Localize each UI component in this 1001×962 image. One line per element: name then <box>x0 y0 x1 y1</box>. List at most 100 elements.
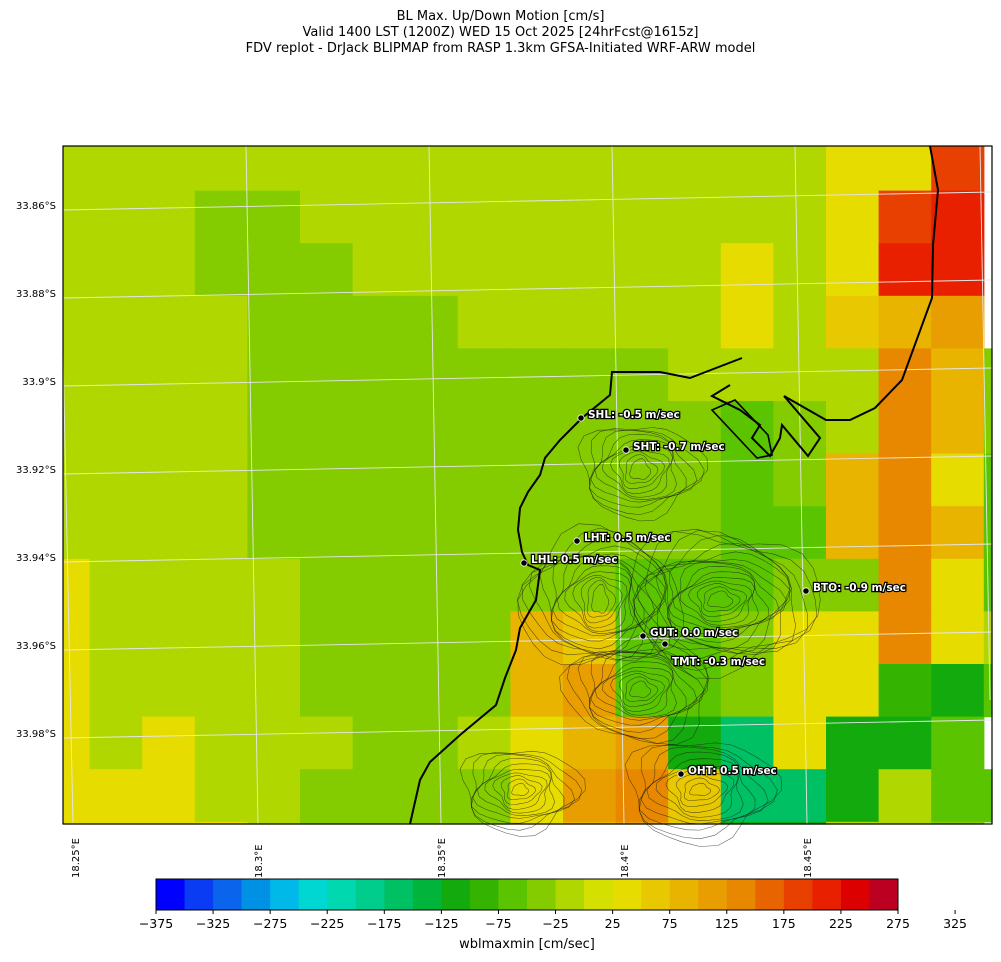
colorbar-tick-label: 125 <box>714 916 739 931</box>
colorbar-tick-label: 75 <box>661 916 678 931</box>
grid-cell <box>931 146 985 192</box>
grid-cell <box>773 146 827 192</box>
contour-line <box>587 579 616 618</box>
grid-cell <box>983 611 993 665</box>
grid-cell <box>668 506 722 560</box>
colorbar-label: wblmaxmin [cm/sec] <box>459 937 595 952</box>
grid-cell <box>878 716 932 770</box>
grid-cell <box>63 453 91 507</box>
grid-cell <box>89 769 143 823</box>
grid-cell <box>931 348 985 402</box>
contour-line <box>629 680 652 698</box>
grid-cell <box>878 243 932 297</box>
grid-cell <box>878 611 932 665</box>
station-markers: SHL: -0.5 m/sec SHT: -0.7 m/sec LHT: 0.5 m… <box>520 408 907 778</box>
grid-cell <box>615 243 669 297</box>
grid-cell <box>720 348 774 402</box>
grid-cell <box>142 506 196 560</box>
grid-cell <box>63 664 91 718</box>
grid-cell <box>194 146 248 192</box>
terrain-contours <box>459 427 821 847</box>
grid-cell <box>826 295 880 349</box>
contour-line <box>507 778 536 800</box>
grid-cell <box>983 401 993 455</box>
colorbar-swatch <box>213 879 243 910</box>
grid-cell <box>352 558 406 612</box>
station-label: OHT: 0.5 m/sec <box>688 765 777 777</box>
grid-cell <box>89 453 143 507</box>
contour-line <box>521 536 667 662</box>
colorbar-tick-label: −325 <box>195 916 231 931</box>
map-title: BL Max. Up/Down Motion [cm/s] <box>396 9 605 24</box>
lat-tick-label: 33.92°S <box>16 465 56 476</box>
colorbar-swatch <box>327 879 357 910</box>
contour-line <box>591 583 609 614</box>
grid-cell <box>615 821 669 825</box>
colorbar-swatch <box>270 879 300 910</box>
grid-cell <box>563 716 617 770</box>
contour-line <box>589 651 698 726</box>
grid-cell <box>405 453 459 507</box>
contour-line <box>577 649 708 740</box>
grid-cell <box>405 348 459 402</box>
grid-cell <box>89 295 143 349</box>
colorbar-tick-label: −175 <box>367 916 402 931</box>
grid-cell <box>63 769 91 823</box>
contour-line <box>602 667 673 716</box>
contour-line <box>470 752 583 831</box>
contour-line <box>707 590 734 608</box>
grid-cell <box>405 821 459 825</box>
colorbar-swatch <box>669 879 699 910</box>
grid-cell <box>194 558 248 612</box>
colorbar-swatch <box>184 879 214 910</box>
lat-tick-label: 33.86°S <box>16 201 56 212</box>
contour-line <box>628 531 821 679</box>
station-label: TMT: -0.3 m/sec <box>672 656 765 668</box>
station-label: SHL: -0.5 m/sec <box>588 409 680 421</box>
grid-cell <box>405 611 459 665</box>
grid-cell <box>142 295 196 349</box>
grid-cell <box>300 716 354 770</box>
contour-line <box>665 769 735 813</box>
contour-line <box>492 772 548 810</box>
grid-cell <box>194 506 248 560</box>
grid-cell <box>563 190 617 244</box>
grid-cell <box>247 611 301 665</box>
contour-line <box>667 561 780 636</box>
grid-cell <box>510 769 564 823</box>
grid-cell <box>405 664 459 718</box>
grid-cell <box>983 664 993 718</box>
contour-line <box>589 650 705 733</box>
colorbar-tick-label: −125 <box>424 916 459 931</box>
grid-cell <box>457 295 511 349</box>
grid-cell <box>352 295 406 349</box>
station-label: BTO: -0.9 m/sec <box>813 582 906 594</box>
grid-cell <box>142 453 196 507</box>
contour-line <box>689 782 712 796</box>
grid-cell <box>247 243 301 297</box>
grid-cell <box>668 243 722 297</box>
grid-cell <box>352 506 406 560</box>
graticule <box>62 145 993 825</box>
grid-cell <box>352 453 406 507</box>
colorbar-swatch <box>783 879 813 910</box>
contour-line <box>550 554 663 650</box>
contour-line <box>687 580 752 622</box>
grid-cell <box>510 664 564 718</box>
grid-cell <box>247 716 301 770</box>
grid-cell <box>510 243 564 297</box>
grid-cell <box>668 146 722 192</box>
grid-cell <box>878 506 932 560</box>
grid-cell <box>457 190 511 244</box>
colorbar-swatch <box>527 879 557 910</box>
grid-cell <box>878 348 932 402</box>
colorbar-tick-label: 275 <box>886 916 910 931</box>
contour-line <box>638 744 778 840</box>
grid-cell <box>352 348 406 402</box>
grid-cell <box>720 401 774 455</box>
grid-cell <box>931 611 985 665</box>
grid-cell <box>247 453 301 507</box>
grid-cell <box>510 295 564 349</box>
lon-tick-label: 18.25°E <box>71 838 82 878</box>
grid-cell <box>878 190 932 244</box>
